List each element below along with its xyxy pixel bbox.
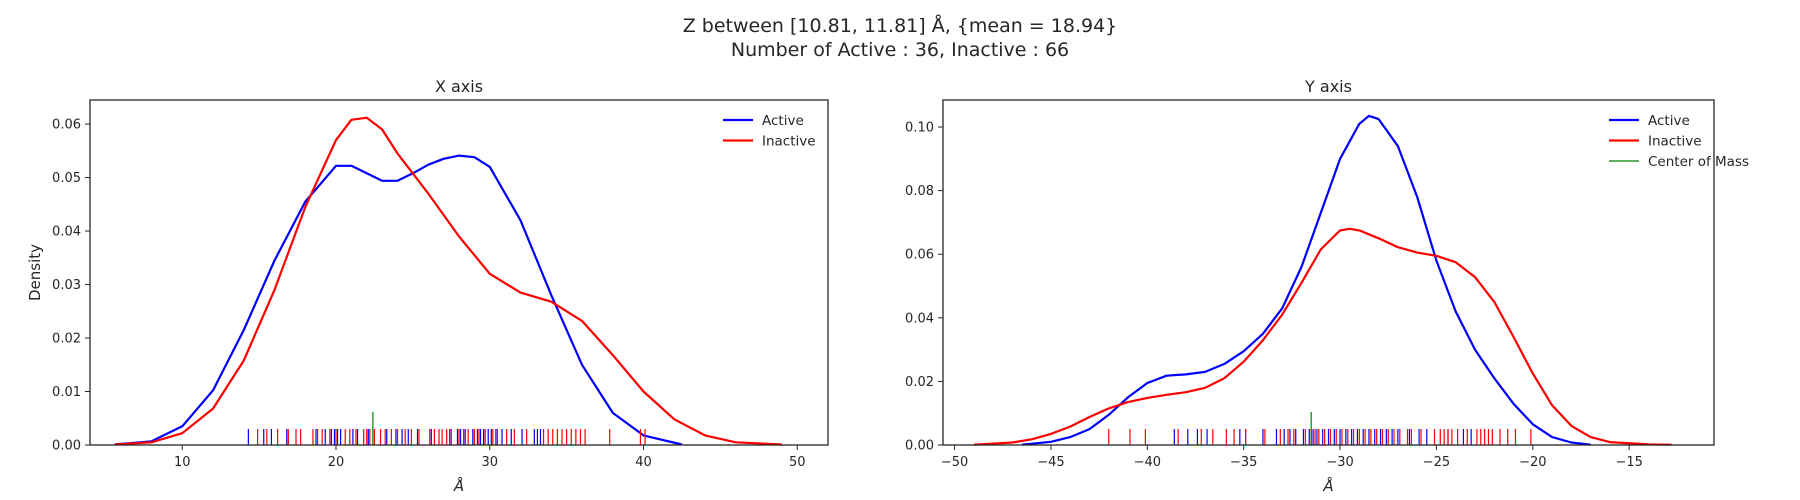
figure-title-line1: Z between [10.81, 11.81] Å, {mean = 18.9… [683,14,1118,37]
x-panel-y-tick-label: 0.04 [52,225,81,240]
y-panel-active-density-line [1021,114,1591,446]
x-panel-frame [89,99,829,446]
y-panel-x-axis-label: Å [1322,476,1333,495]
y-panel-x-tick-label: −30 [1326,455,1353,470]
y-panel-y-tick-label: 0.06 [905,248,934,263]
x-panel-legend-label-active: Active [762,113,804,129]
y-panel-y-tick-label: 0.10 [905,121,934,136]
x-panel-x-tick-label: 50 [789,455,806,470]
y-panel-legend: Active Inactive Center of Mass [1609,113,1749,170]
y-panel-frame [942,99,1715,446]
y-panel-x-tick-label: −25 [1423,455,1450,470]
y-panel-x-tick-label: −20 [1519,455,1546,470]
y-panel-inactive-density-line [973,227,1672,446]
y-panel-legend-label-active: Active [1648,113,1690,129]
y-panel-y-tick-label: 0.02 [905,375,934,390]
y-panel-x-tick-label: −50 [941,455,968,470]
y-panel-plot-area [973,114,1672,446]
y-panel-y-tick-label: 0.04 [905,311,934,326]
y-panel-y-tick-label: 0.08 [905,184,934,199]
x-panel-x-tick-label: 20 [328,455,345,470]
x-panel-y-tick-label: 0.06 [52,118,81,133]
y-panel-y-tick-label: 0.00 [905,439,934,454]
x-panel-y-tick-label: 0.01 [52,385,81,400]
x-panel-legend-label-inactive: Inactive [762,134,816,150]
x-panel-x-tick-label: 10 [174,455,191,470]
y-panel-title: Y axis [1304,77,1352,96]
y-panel-x-tick-label: −35 [1230,455,1257,470]
y-panel-legend-label-center-of-mass: Center of Mass [1648,154,1749,170]
x-panel-y-tick-label: 0.00 [52,439,81,454]
x-panel-x-tick-label: 30 [481,455,498,470]
x-panel-inactive-density-line [114,116,782,446]
y-panel-x-tick-label: −40 [1134,455,1161,470]
x-panel-x-tick-label: 40 [635,455,652,470]
y-panel-legend-label-inactive: Inactive [1648,134,1702,150]
y-axis-density-panel: Y axis −50 −45 −40 −35 −30 −25 −20 −15 0.00 0.02 0.… [905,77,1749,495]
x-panel-x-axis-label: Å [453,476,464,495]
x-panel-title: X axis [435,77,483,96]
x-panel-legend: Active Inactive [723,113,816,150]
y-panel-x-tick-label: −45 [1037,455,1064,470]
x-axis-density-panel: X axis 10 20 30 40 50 0.00 0.01 0.02 0.03 0.04 0.05… [26,77,829,495]
x-panel-y-tick-label: 0.05 [52,171,81,186]
x-panel-y-tick-label: 0.02 [52,332,81,347]
x-panel-active-density-line [114,154,683,446]
figure-title-line2: Number of Active : 36, Inactive : 66 [731,39,1069,61]
y-panel-x-tick-label: −15 [1615,455,1642,470]
x-panel-y-tick-label: 0.03 [52,278,81,293]
x-panel-plot-area [114,116,782,446]
x-panel-y-axis-label: Density [26,244,44,301]
